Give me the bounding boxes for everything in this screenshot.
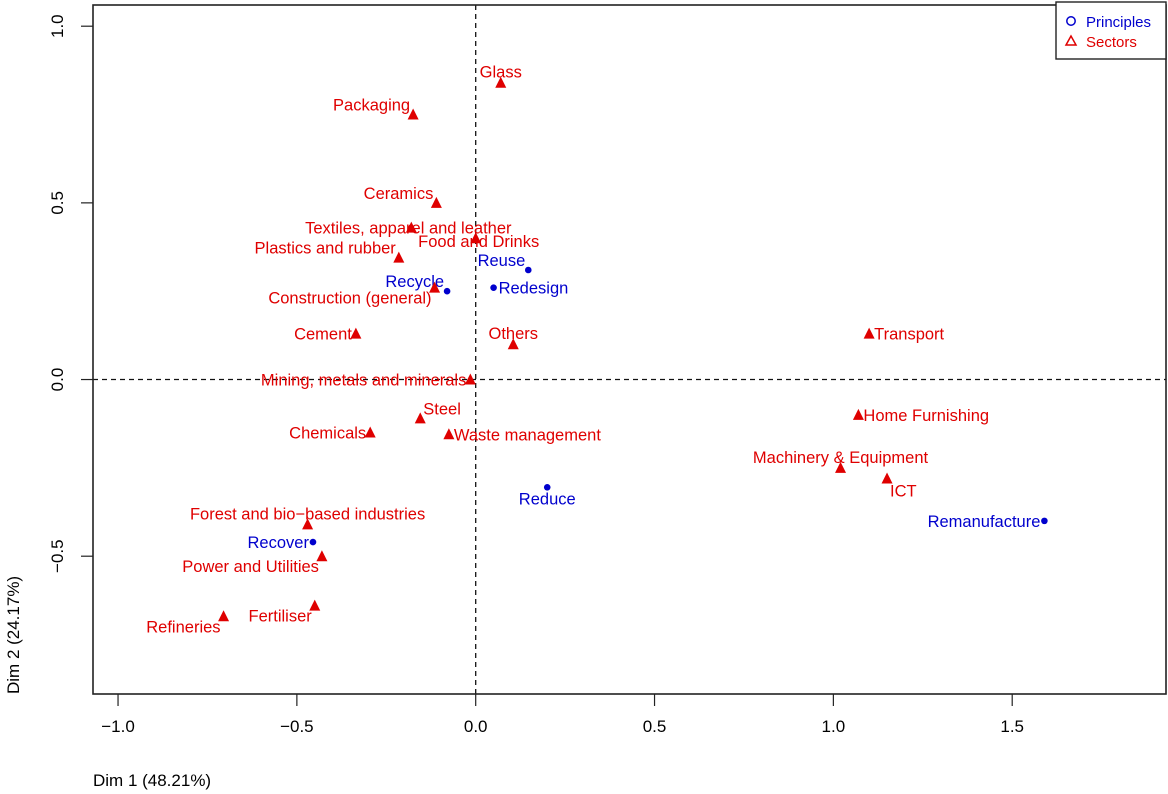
point-ict xyxy=(881,472,893,484)
point-transport xyxy=(863,327,875,339)
label-home-furnishing: Home Furnishing xyxy=(863,407,989,425)
point-construction-general xyxy=(429,281,441,293)
label-machinery-equipment: Machinery & Equipment xyxy=(753,449,929,467)
point-ceramics xyxy=(430,196,442,208)
point-refineries xyxy=(218,610,230,622)
x-axis-title: Dim 1 (48.21%) xyxy=(93,771,211,790)
point-redesign xyxy=(490,284,497,291)
point-others xyxy=(507,338,519,350)
label-redesign: Redesign xyxy=(499,280,569,298)
y-tick-label: 1.0 xyxy=(48,14,67,38)
legend-box xyxy=(1055,1,1167,60)
x-tick-label: 1.5 xyxy=(1000,717,1024,736)
reference-lines xyxy=(93,5,1166,694)
point-recycle xyxy=(443,287,451,295)
point-remanufacture xyxy=(1041,517,1048,525)
x-tick-label: 1.0 xyxy=(822,717,846,736)
x-tick-label: −0.5 xyxy=(280,717,314,736)
point-glass xyxy=(495,76,507,88)
label-forest-and-bio-based-industries: Forest and bio−based industries xyxy=(190,505,425,523)
x-tick-label: 0.0 xyxy=(464,717,488,736)
label-food-and-drinks: Food and Drinks xyxy=(418,233,539,251)
label-reduce: Reduce xyxy=(519,490,576,508)
x-tick-label: −1.0 xyxy=(101,717,135,736)
data-points: Reuse Recycle Redesign Reduce Recover Remanuf… xyxy=(146,64,1048,637)
point-plastics-and-rubber xyxy=(393,251,405,263)
point-reuse xyxy=(524,266,532,274)
series-principles: Reuse Recycle Redesign Reduce Recover Remanuf… xyxy=(248,252,1048,552)
y-axis-title: Dim 2 (24.17%) xyxy=(4,576,23,694)
point-steel xyxy=(414,412,426,424)
label-plastics-and-rubber: Plastics and rubber xyxy=(255,240,397,258)
point-waste-management xyxy=(443,428,455,440)
y-tick-label: 0.0 xyxy=(48,368,67,392)
label-remanufacture: Remanufacture xyxy=(928,513,1041,531)
label-steel: Steel xyxy=(423,400,461,418)
label-ict: ICT xyxy=(890,482,917,500)
label-reuse: Reuse xyxy=(478,252,526,270)
legend-label-sectors: Sectors xyxy=(1086,34,1137,51)
y-tick-label: 0.5 xyxy=(48,191,67,215)
label-others: Others xyxy=(488,325,538,343)
point-mining-metals-and-minerals xyxy=(464,373,476,385)
label-transport: Transport xyxy=(874,326,944,344)
point-recover xyxy=(309,538,317,546)
label-recover: Recover xyxy=(248,534,310,552)
point-reduce xyxy=(543,484,551,491)
legend-triangle-icon xyxy=(1064,34,1078,46)
label-fertiliser: Fertiliser xyxy=(248,608,312,626)
point-chemicals xyxy=(364,426,376,438)
legend-label-principles: Principles xyxy=(1086,14,1151,31)
label-packaging: Packaging xyxy=(333,97,410,115)
label-chemicals: Chemicals xyxy=(289,425,366,443)
label-waste-management: Waste management xyxy=(454,426,601,444)
point-food-and-drinks xyxy=(470,232,482,244)
label-refineries: Refineries xyxy=(146,618,220,636)
plot-frame xyxy=(92,4,1167,695)
label-construction-general: Construction (general) xyxy=(268,290,431,308)
point-packaging xyxy=(407,108,419,120)
y-tick-label: −0.5 xyxy=(48,539,67,573)
x-axis: −1.0 −0.5 0.0 0.5 1.0 1.5 xyxy=(101,694,1024,736)
label-recycle: Recycle xyxy=(385,273,444,291)
label-mining-metals-and-minerals: Mining, metals and minerals xyxy=(261,372,466,390)
point-cement xyxy=(350,327,362,339)
label-ceramics: Ceramics xyxy=(364,185,434,203)
label-cement: Cement xyxy=(294,326,352,344)
label-glass: Glass xyxy=(480,64,522,82)
point-power-and-utilities xyxy=(316,550,328,562)
legend: Principles Sectors xyxy=(1055,1,1167,60)
label-textiles-apparel-and-leather: Textiles, apparel and leather xyxy=(305,220,512,238)
point-fertiliser xyxy=(309,599,321,611)
point-forest-and-bio-based-industries xyxy=(302,518,314,530)
point-machinery-equipment xyxy=(835,461,847,473)
point-home-furnishing xyxy=(852,408,864,420)
series-sectors: Glass Packaging Ceramics Textiles, apparel … xyxy=(146,64,989,637)
y-axis: −0.5 0.0 0.5 1.0 xyxy=(48,14,93,573)
legend-circle-icon xyxy=(1066,16,1076,26)
label-power-and-utilities: Power and Utilities xyxy=(182,558,319,576)
x-tick-label: 0.5 xyxy=(643,717,667,736)
point-textiles-apparel-and-leather xyxy=(405,221,417,233)
